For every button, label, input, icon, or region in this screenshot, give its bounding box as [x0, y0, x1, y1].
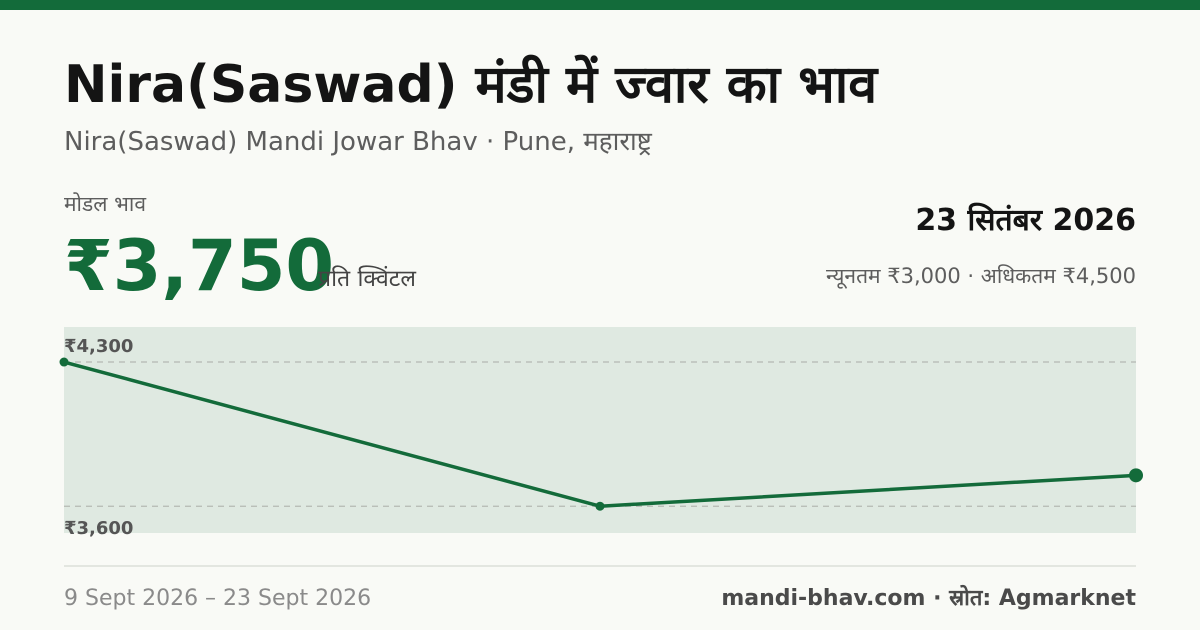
- y-tick-label-upper: ₹4,300: [64, 336, 133, 357]
- page-title: Nira(Saswad) मंडी में ज्वार का भाव: [64, 55, 878, 115]
- page-subtitle: Nira(Saswad) Mandi Jowar Bhav · Pune, मह…: [64, 127, 652, 157]
- price-unit: प्रति क्विंटल: [318, 266, 416, 292]
- data-source: mandi-bhav.com · स्रोत: Agmarknet: [721, 586, 1136, 611]
- modal-price-label: मोडल भाव: [64, 192, 147, 216]
- top-accent-bar: [0, 0, 1200, 10]
- data-point-latest: [1129, 468, 1143, 483]
- data-point: [59, 357, 69, 367]
- date-period: 9 Sept 2026 – 23 Sept 2026: [64, 586, 372, 611]
- min-max-band: [64, 327, 1136, 533]
- modal-price-value: ₹3,750: [64, 225, 335, 307]
- latest-date: 23 सितंबर 2026: [915, 203, 1136, 238]
- min-max-range: न्यूनतम ₹3,000 · अधिकतम ₹4,500: [826, 264, 1136, 288]
- footer-divider: [64, 565, 1136, 567]
- data-point: [595, 501, 605, 511]
- y-tick-label-lower: ₹3,600: [64, 518, 133, 539]
